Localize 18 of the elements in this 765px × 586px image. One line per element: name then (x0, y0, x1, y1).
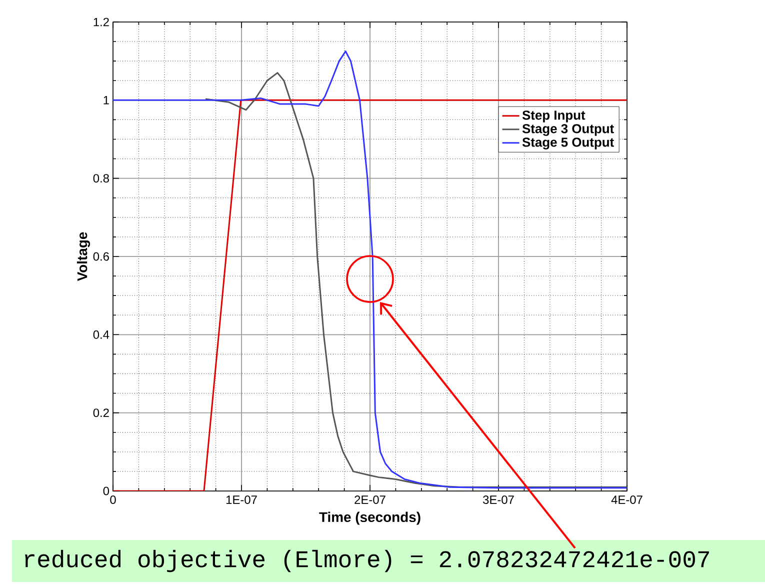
x-tick-label: 4E-07 (611, 496, 642, 504)
legend-label: Stage 3 Output (522, 124, 614, 136)
y-tick-label: 1.2 (94, 18, 109, 26)
y-tick-label: 0.2 (93, 408, 109, 418)
y-axis-title: Voltage (76, 232, 90, 282)
x-tick-label: 2E-07 (354, 496, 386, 504)
text: reduced objective (Elmore) = 2.078232472421e-007 (25, 550, 709, 572)
x-axis-title: Time (seconds) (319, 512, 420, 525)
y-tick-label: 0.8 (93, 174, 109, 183)
x-tick-label: 0 (110, 496, 116, 504)
legend-label: Stage 5 Output (522, 138, 614, 150)
y-tick-label: 1 (104, 96, 109, 104)
y-tick-label: 0.6 (93, 252, 109, 261)
legend-label: Step Input (522, 110, 586, 122)
y-tick-label: 0.4 (93, 330, 110, 339)
x-tick-label: 3E-07 (483, 496, 514, 504)
x-tick-label: 1E-07 (226, 496, 257, 504)
y-tick-label: 0 (103, 486, 110, 496)
